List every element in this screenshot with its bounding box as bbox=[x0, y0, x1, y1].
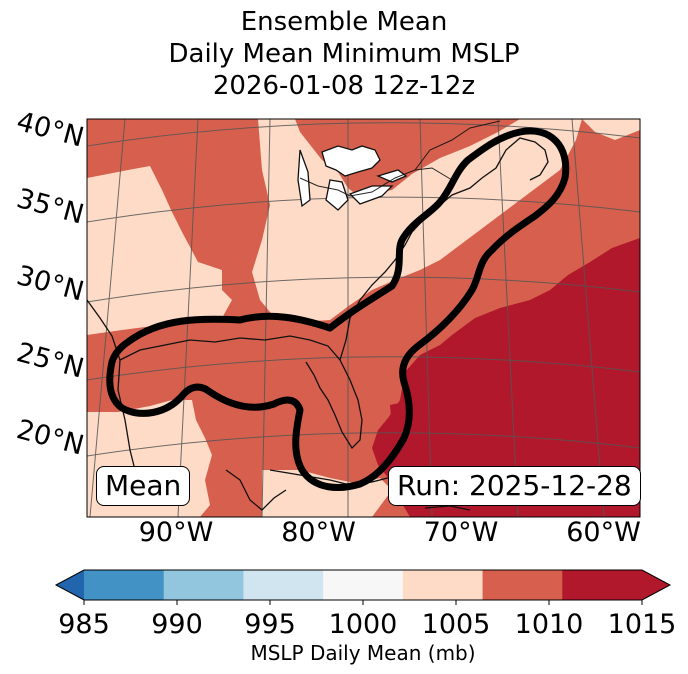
colorbar-extend-high bbox=[642, 570, 670, 600]
colorbar-segment bbox=[84, 570, 165, 600]
colorbar-segment bbox=[323, 570, 404, 600]
longitude-tick-labels: 90°W 80°W 70°W 60°W bbox=[139, 517, 641, 548]
lon-tick-label: 80°W bbox=[281, 517, 356, 548]
colorbar-segment bbox=[482, 570, 563, 600]
colorbar-tick-label: 985 bbox=[58, 609, 110, 640]
colorbar-tick-label: 995 bbox=[244, 609, 296, 640]
borders bbox=[299, 120, 501, 197]
latitude-tick-labels: 40°N 35°N 30°N 25°N 20°N bbox=[13, 106, 87, 462]
chart-title-line-2: Daily Mean Minimum MSLP bbox=[168, 39, 520, 69]
colorbar-tick-label: 1015 bbox=[608, 609, 677, 640]
colorbar-segment bbox=[562, 570, 643, 600]
field-above-1015 bbox=[372, 238, 640, 517]
colorbar-label: MSLP Daily Mean (mb) bbox=[250, 641, 475, 665]
lon-tick-label: 70°W bbox=[424, 517, 499, 548]
lon-tick-label: 90°W bbox=[139, 517, 214, 548]
colorbar-segment bbox=[163, 570, 244, 600]
colorbar-extend-low bbox=[56, 570, 84, 600]
run-date-badge: Run: 2025-12-28 bbox=[388, 466, 641, 506]
lat-tick-label: 40°N bbox=[13, 106, 87, 154]
colorbar-tick-label: 1005 bbox=[422, 609, 491, 640]
field-1005-1010-west bbox=[87, 166, 232, 335]
great-lakes bbox=[297, 145, 408, 211]
colorbar-segment bbox=[243, 570, 324, 600]
lat-tick-label: 35°N bbox=[13, 183, 87, 231]
lon-tick-label: 60°W bbox=[566, 517, 641, 548]
colorbar-tick-labels: 985 990 995 1000 1005 1010 1015 bbox=[58, 609, 676, 640]
chart-title-line-1: Ensemble Mean bbox=[240, 7, 448, 37]
colorbar-tick-label: 990 bbox=[151, 609, 203, 640]
lat-tick-label: 25°N bbox=[13, 337, 87, 385]
lat-tick-label: 30°N bbox=[13, 260, 87, 308]
colorbar-segment bbox=[402, 570, 484, 600]
colorbar-tick-label: 1010 bbox=[515, 609, 584, 640]
field-1005-1010-south bbox=[262, 470, 392, 517]
map-frame bbox=[86, 118, 641, 518]
lat-tick-label: 20°N bbox=[13, 414, 87, 462]
colorbar-tick-label: 1000 bbox=[329, 609, 398, 640]
mean-mslp-contour bbox=[106, 127, 570, 491]
field-1005-1010-corner bbox=[582, 119, 640, 140]
mean-badge: Mean bbox=[96, 466, 191, 506]
chart-title-line-3: 2026-01-08 12z-12z bbox=[212, 71, 476, 101]
colorbar bbox=[54, 569, 672, 605]
